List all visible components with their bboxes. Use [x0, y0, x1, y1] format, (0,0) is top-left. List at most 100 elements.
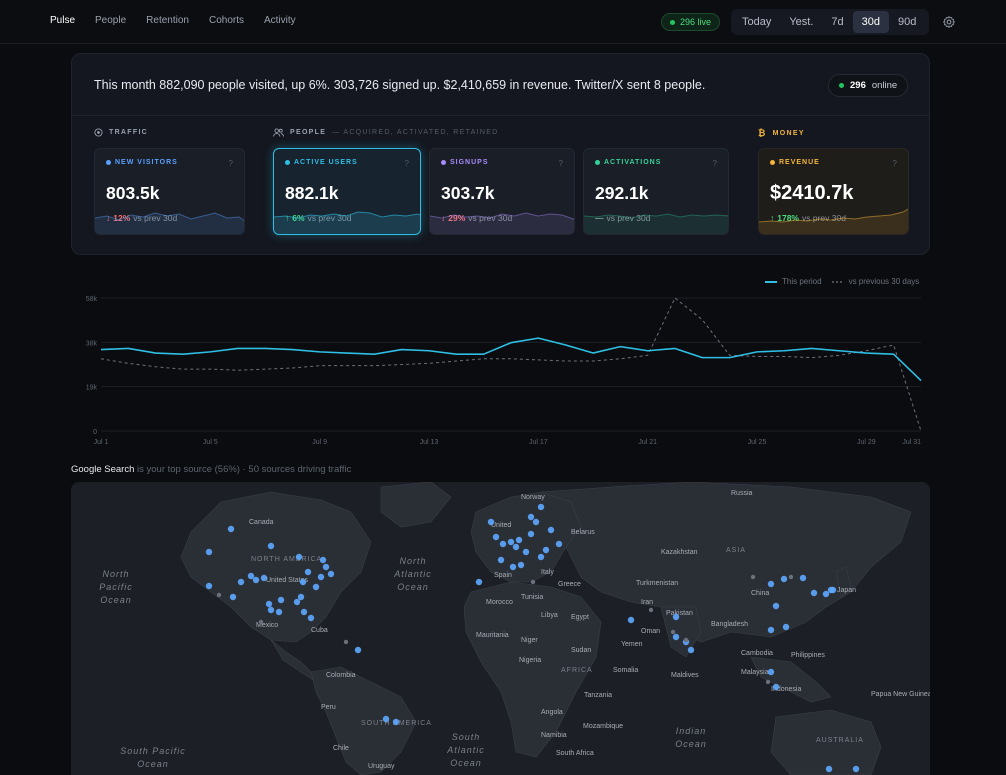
help-icon[interactable]: ? — [228, 159, 233, 168]
country-label: Iran — [641, 599, 653, 606]
visitor-marker[interactable] — [277, 596, 285, 604]
visitor-marker[interactable] — [767, 626, 775, 634]
visitor-marker[interactable] — [767, 580, 775, 588]
metric-dot-icon — [441, 160, 446, 165]
range-yesterday-button[interactable]: Yest. — [789, 16, 814, 28]
visitor-marker[interactable] — [547, 526, 555, 534]
tab-cohorts[interactable]: Cohorts — [208, 15, 244, 26]
visitor-marker[interactable] — [627, 616, 635, 624]
top-source-name[interactable]: Google Search — [71, 464, 135, 475]
help-icon[interactable]: ? — [558, 159, 563, 168]
visitor-marker[interactable] — [537, 553, 545, 561]
visitor-marker[interactable] — [300, 608, 308, 616]
visitor-marker[interactable] — [507, 538, 515, 546]
metric-value: 882.1k — [285, 183, 339, 203]
tab-pulse[interactable]: Pulse — [50, 15, 76, 26]
legend-item-previous[interactable]: vs previous 30 days — [831, 277, 919, 286]
visitor-marker[interactable] — [522, 548, 530, 556]
visitor-marker[interactable] — [260, 574, 268, 582]
visitor-marker[interactable] — [205, 548, 213, 556]
visitor-marker[interactable] — [532, 518, 540, 526]
visitor-marker[interactable] — [537, 503, 545, 511]
visitor-marker[interactable] — [810, 589, 818, 597]
gear-icon[interactable] — [942, 15, 956, 29]
visitor-marker[interactable] — [852, 765, 860, 773]
visitor-marker[interactable] — [382, 715, 390, 723]
visitor-marker[interactable] — [354, 646, 362, 654]
visitor-marker[interactable] — [772, 602, 780, 610]
visitor-marker[interactable] — [527, 513, 535, 521]
range-90d-button[interactable]: 90d — [898, 16, 917, 28]
country-label: Oman — [641, 628, 660, 635]
metric-active-users[interactable]: ACTIVE USERS ? 882.1k ↑6%vs prev 30d — [273, 148, 421, 235]
visitor-marker[interactable] — [392, 718, 400, 726]
help-icon[interactable]: ? — [712, 159, 717, 168]
summary-card: This month 882,090 people visited, up 6%… — [71, 53, 930, 255]
visitor-marker[interactable] — [672, 613, 680, 621]
visitor-marker[interactable] — [205, 582, 213, 590]
metric-signups[interactable]: SIGNUPS ? 303.7k ↓29%vs prev 30d — [429, 148, 575, 235]
visitor-marker[interactable] — [319, 556, 327, 564]
visitor-marker[interactable] — [317, 573, 325, 581]
range-today-button[interactable]: Today — [742, 16, 772, 28]
visitor-marker[interactable] — [229, 593, 237, 601]
visitor-marker[interactable] — [295, 553, 303, 561]
visitor-marker[interactable] — [527, 530, 535, 538]
range-7d-button[interactable]: 7d — [831, 16, 844, 28]
visitor-marker[interactable] — [555, 540, 563, 548]
visitor-marker[interactable] — [237, 578, 245, 586]
visitor-marker[interactable] — [293, 598, 301, 606]
ocean-labels: North Pacific Ocean North Atlantic Ocean South… — [99, 556, 706, 769]
visitor-marker[interactable] — [297, 593, 305, 601]
visitor-marker[interactable] — [327, 570, 335, 578]
visitor-marker[interactable] — [265, 600, 273, 608]
world-map[interactable]: Russia Norway Canada NORTH AMERICA United St… — [71, 482, 930, 775]
visitor-marker[interactable] — [687, 646, 695, 654]
visitor-marker[interactable] — [267, 606, 275, 614]
visitor-marker[interactable] — [542, 546, 550, 554]
visitor-marker[interactable] — [772, 683, 780, 691]
visitor-marker[interactable] — [499, 540, 507, 548]
visitor-marker[interactable] — [299, 578, 307, 586]
visitor-marker[interactable] — [267, 542, 275, 550]
metric-compare: vs prev 30d — [308, 213, 352, 223]
legend-item-current[interactable]: This period — [765, 277, 822, 286]
visitor-marker[interactable] — [767, 668, 775, 676]
divider — [72, 115, 929, 116]
tab-activity[interactable]: Activity — [263, 15, 296, 26]
visitor-marker[interactable] — [517, 561, 525, 569]
visitor-marker[interactable] — [822, 590, 830, 598]
visitor-marker[interactable] — [827, 586, 835, 594]
tab-people[interactable]: People — [95, 15, 127, 26]
visitor-marker[interactable] — [475, 578, 483, 586]
visitor-marker[interactable] — [509, 563, 517, 571]
visitor-marker[interactable] — [307, 614, 315, 622]
visitor-marker[interactable] — [492, 533, 500, 541]
country-label: Morocco — [486, 599, 513, 606]
metric-activations[interactable]: ACTIVATIONS ? 292.1k —vs prev 30d — [583, 148, 729, 235]
visitor-marker[interactable] — [227, 525, 235, 533]
visitor-marker[interactable] — [799, 574, 807, 582]
visitor-marker[interactable] — [672, 633, 680, 641]
help-icon[interactable]: ? — [892, 159, 897, 168]
metric-new-visitors[interactable]: NEW VISITORS ? 803.5k ↓12%vs prev 30d — [94, 148, 245, 235]
visitor-marker[interactable] — [247, 572, 255, 580]
visitor-marker[interactable] — [487, 518, 495, 526]
visitor-marker[interactable] — [512, 543, 520, 551]
help-icon[interactable]: ? — [404, 159, 409, 168]
visitor-marker[interactable] — [252, 576, 260, 584]
visitor-marker[interactable] — [497, 556, 505, 564]
metric-revenue[interactable]: REVENUE ? $2410.7k ↑ 178% vs prev 30d — [758, 148, 909, 235]
tab-retention[interactable]: Retention — [146, 15, 189, 26]
visitor-marker[interactable] — [782, 623, 790, 631]
visitor-marker[interactable] — [304, 568, 312, 576]
visitor-marker[interactable] — [312, 583, 320, 591]
country-label: Namibia — [541, 732, 567, 739]
visitor-marker[interactable] — [275, 608, 283, 616]
visitor-marker[interactable] — [515, 536, 523, 544]
visitor-marker[interactable] — [825, 765, 833, 773]
range-30d-button[interactable]: 30d — [852, 11, 890, 33]
online-dot-icon — [839, 83, 844, 88]
visitor-marker[interactable] — [322, 563, 330, 571]
visitor-marker[interactable] — [780, 575, 788, 583]
